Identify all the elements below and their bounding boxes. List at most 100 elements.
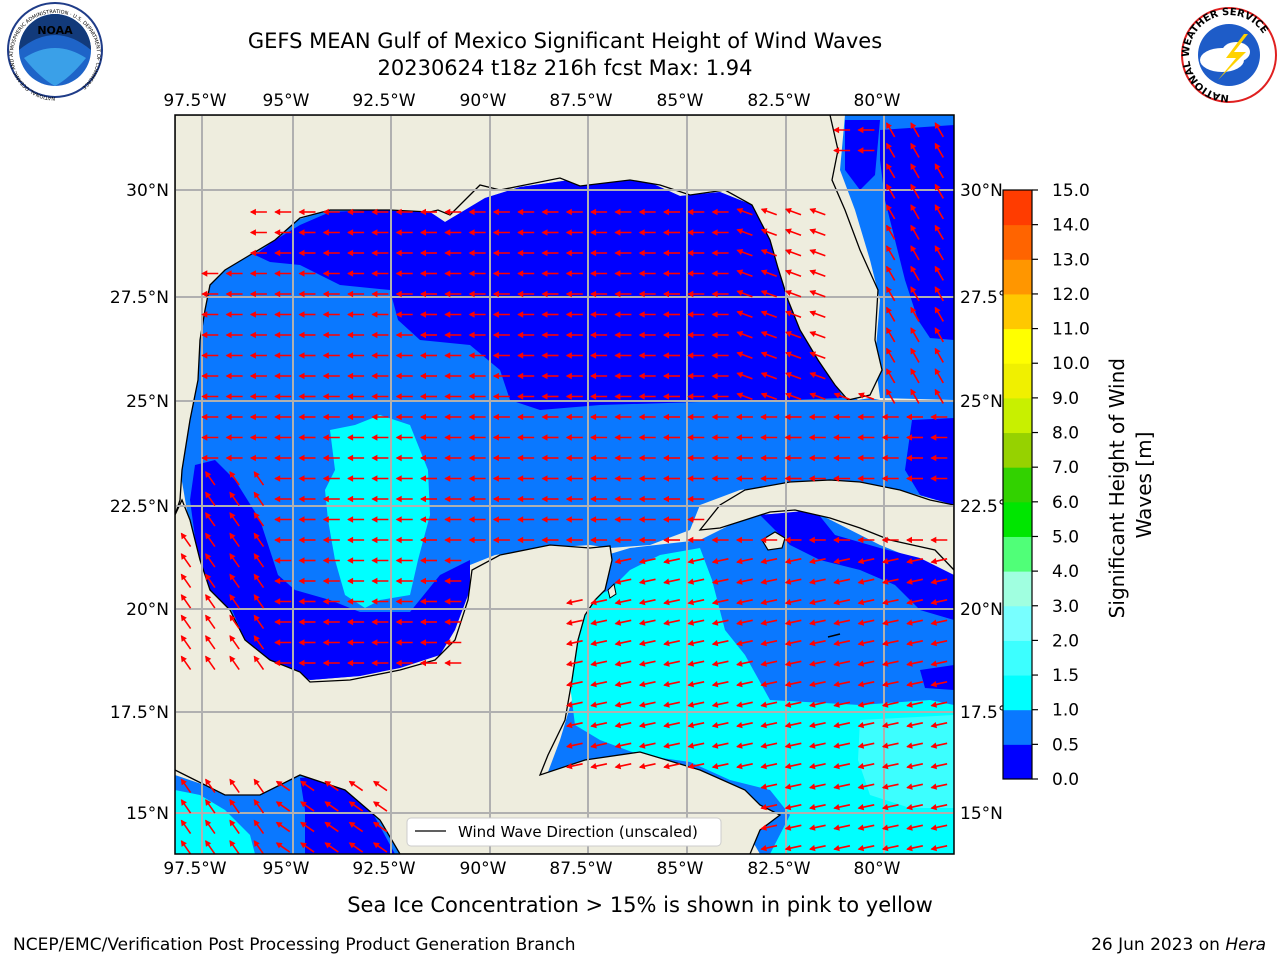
wave-direction-arrow xyxy=(590,229,608,236)
wave-direction-arrow xyxy=(444,311,462,318)
wave-direction-arrow xyxy=(229,799,240,814)
colorbar-frame xyxy=(1002,189,1033,780)
wave-direction-arrow xyxy=(298,393,316,400)
wave-direction-arrow xyxy=(205,491,216,507)
wave-direction-arrow xyxy=(205,799,216,814)
longitude-labels-top: 97.5°W 95°W 92.5°W 90°W 87.5°W 85°W 82.5°W 80°W xyxy=(163,91,900,111)
latitude-labels-right: 30°N27.5°N25°N22.5°N20°N17.5°N15°N xyxy=(960,181,1019,824)
wave-direction-arrow xyxy=(711,578,729,585)
wave-direction-arrow xyxy=(760,310,777,318)
wave-direction-arrow xyxy=(934,388,944,404)
wave-direction-arrow xyxy=(934,183,944,199)
wave-direction-arrow xyxy=(857,578,875,585)
wave-direction-arrow xyxy=(322,372,340,380)
wave-direction-arrow xyxy=(298,557,316,564)
wave-direction-arrow xyxy=(638,454,656,462)
lat-label-left: 20°N xyxy=(126,600,169,620)
wave-direction-arrow xyxy=(906,578,923,585)
wave-direction-arrow xyxy=(663,352,680,359)
wave-direction-arrow xyxy=(565,598,583,606)
wave-direction-arrow xyxy=(253,512,265,527)
wave-direction-arrow xyxy=(253,532,265,548)
wave-direction-arrow xyxy=(687,680,705,688)
wave-direction-arrow xyxy=(541,454,559,462)
wave-direction-arrow xyxy=(274,639,292,646)
map-title: GEFS MEAN Gulf of Mexico Significant Hei… xyxy=(248,29,882,53)
wave-direction-arrow xyxy=(614,619,632,626)
colorbar-swatch xyxy=(1003,744,1032,780)
wave-direction-arrow xyxy=(371,352,389,359)
wave-direction-arrow xyxy=(420,475,437,482)
colorbar-swatch xyxy=(1003,259,1032,295)
wave-direction-arrow xyxy=(808,783,826,790)
wave-direction-arrow xyxy=(614,352,632,359)
wave-direction-arrow xyxy=(517,434,535,441)
wave-direction-arrow xyxy=(886,368,896,384)
wave-direction-arrow xyxy=(347,536,365,544)
colorbar: 0.0 0.5 1.0 1.5 2.0 3.0 4.0 5.0 6.0 7.0 8.0 9.0 10.0… xyxy=(1002,181,1090,790)
wave-direction-arrow xyxy=(881,578,899,585)
colorbar-swatch xyxy=(1003,224,1032,260)
wave-direction-arrow xyxy=(322,208,340,216)
wave-direction-arrow xyxy=(420,536,437,544)
wave-direction-arrow xyxy=(298,208,316,216)
wave-direction-arrow xyxy=(760,783,778,790)
wave-direction-arrow xyxy=(395,229,413,236)
wave-direction-arrow xyxy=(590,249,608,257)
wave-direction-arrow xyxy=(371,618,389,626)
wave-direction-arrow xyxy=(784,598,802,606)
wave-direction-arrow xyxy=(711,331,729,339)
wave-direction-arrow xyxy=(347,352,365,359)
wave-direction-arrow xyxy=(322,659,340,667)
wave-direction-arrow xyxy=(857,680,875,688)
wave-direction-arrow xyxy=(274,516,292,523)
wave-direction-arrow xyxy=(225,352,243,359)
wave-direction-arrow xyxy=(934,347,944,363)
wave-direction-arrow xyxy=(420,516,437,523)
wave-direction-arrow xyxy=(253,799,265,814)
wave-direction-arrow xyxy=(910,388,920,404)
wave-direction-arrow xyxy=(638,413,656,421)
wave-direction-arrow xyxy=(300,801,315,812)
wave-direction-arrow xyxy=(808,639,826,647)
wave-direction-arrow xyxy=(298,311,316,318)
wave-direction-arrow xyxy=(348,801,364,812)
wave-direction-arrow xyxy=(395,352,413,359)
wave-direction-arrow xyxy=(881,536,899,544)
wave-direction-arrow xyxy=(517,475,535,482)
wave-direction-arrow xyxy=(590,372,608,380)
wave-direction-arrow xyxy=(910,368,920,384)
wave-direction-arrow xyxy=(371,393,389,400)
wave-direction-arrow xyxy=(736,578,753,585)
wave-direction-arrow xyxy=(300,780,315,792)
wave-direction-arrow xyxy=(590,701,608,708)
wave-direction-arrow xyxy=(760,454,778,462)
wave-direction-arrow xyxy=(229,491,240,507)
wave-direction-arrow xyxy=(565,495,583,503)
wave-direction-arrow xyxy=(785,248,802,257)
wave-direction-arrow xyxy=(180,799,192,814)
wave-direction-arrow xyxy=(784,680,802,688)
wave-direction-arrow xyxy=(833,536,851,544)
wave-direction-arrow xyxy=(663,311,680,318)
wave-direction-arrow xyxy=(857,147,875,154)
wave-direction-arrow xyxy=(225,413,243,421)
wave-direction-arrow xyxy=(590,413,608,421)
wave-direction-arrow xyxy=(253,635,265,650)
wave-direction-arrow xyxy=(420,393,437,400)
wave-direction-arrow xyxy=(784,824,802,831)
wave-direction-arrow xyxy=(229,635,240,650)
wave-direction-arrow xyxy=(910,265,920,281)
wave-direction-arrow xyxy=(180,573,192,589)
wave-direction-arrow xyxy=(541,290,559,298)
wave-direction-arrow xyxy=(274,311,292,318)
wave-direction-arrow xyxy=(934,286,944,302)
wave-direction-arrow xyxy=(808,762,826,770)
wave-direction-arrow xyxy=(371,434,389,441)
wave-direction-arrow xyxy=(886,204,896,220)
wave-direction-arrow xyxy=(347,618,365,626)
wave-direction-arrow xyxy=(322,393,340,400)
wave-direction-arrow xyxy=(833,844,851,852)
wave-direction-arrow xyxy=(886,388,896,404)
wave-direction-arrow xyxy=(857,721,875,729)
